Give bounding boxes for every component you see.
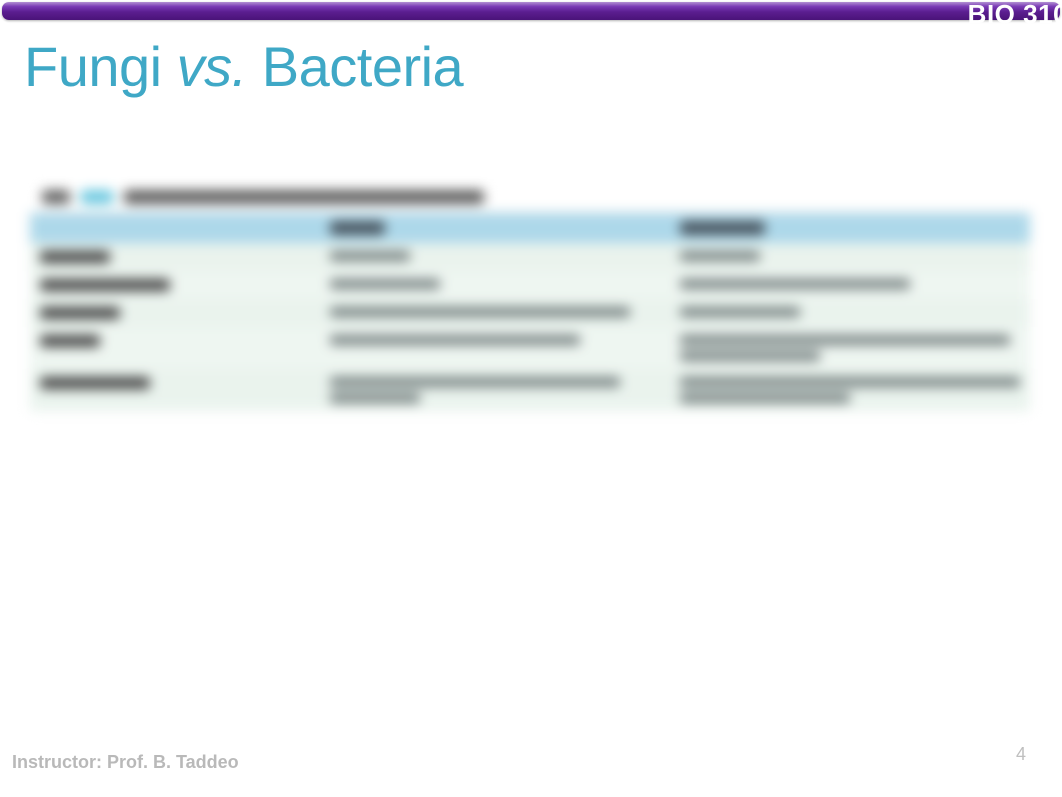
course-code: BIO 310 — [968, 0, 1062, 30]
cell-bacteria — [680, 307, 1040, 317]
row-label — [40, 377, 330, 389]
cell-bacteria — [680, 279, 1040, 289]
table-row — [30, 299, 1030, 327]
cell-fungi — [330, 279, 680, 289]
table-header-row — [30, 213, 1030, 243]
slide-title: Fungi vs. Bacteria — [24, 34, 463, 99]
col-header-fungi — [330, 221, 385, 235]
table-row — [30, 327, 1030, 369]
table-body — [30, 243, 1030, 411]
caption-accent — [80, 190, 114, 204]
table-caption — [30, 182, 1030, 213]
cell-bacteria — [680, 335, 1040, 361]
header-bar: BIO 310 — [2, 2, 1060, 20]
row-label — [40, 335, 330, 347]
table-row — [30, 369, 1030, 411]
cell-bacteria — [680, 377, 1040, 403]
title-vs: vs. — [177, 35, 247, 98]
cell-fungi — [330, 377, 680, 403]
row-label — [40, 279, 330, 291]
col-header-bacteria — [680, 221, 765, 235]
title-suffix: Bacteria — [247, 35, 464, 98]
instructor-label: Instructor: Prof. B. Taddeo — [12, 752, 239, 773]
row-label — [40, 307, 330, 319]
caption-text-blob — [124, 190, 484, 204]
row-label — [40, 251, 330, 263]
cell-fungi — [330, 307, 680, 317]
cell-fungi — [330, 251, 680, 261]
table-row — [30, 271, 1030, 299]
cell-bacteria — [680, 251, 1040, 261]
comparison-table-blurred — [30, 182, 1030, 411]
title-prefix: Fungi — [24, 35, 177, 98]
cell-fungi — [330, 335, 680, 345]
slide: BIO 310 Fungi vs. Bacteria Instructor: P… — [0, 0, 1062, 797]
page-number: 4 — [1016, 744, 1026, 765]
caption-blob — [42, 190, 70, 204]
table-row — [30, 243, 1030, 271]
